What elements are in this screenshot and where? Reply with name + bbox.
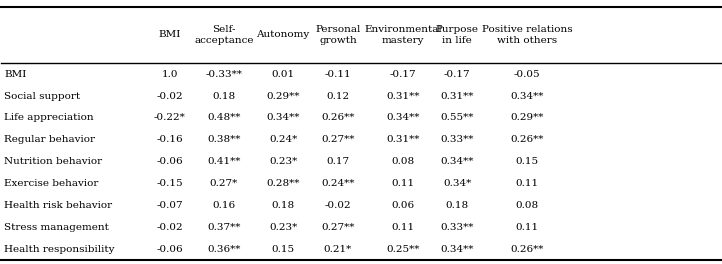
Text: -0.22*: -0.22* <box>154 114 186 122</box>
Text: 0.08: 0.08 <box>391 157 414 166</box>
Text: 0.16: 0.16 <box>212 201 235 210</box>
Text: -0.17: -0.17 <box>444 70 470 79</box>
Text: -0.06: -0.06 <box>157 245 183 254</box>
Text: 0.36**: 0.36** <box>207 245 240 254</box>
Text: 0.33**: 0.33** <box>440 135 474 144</box>
Text: -0.02: -0.02 <box>157 223 183 232</box>
Text: 0.34*: 0.34* <box>443 179 471 188</box>
Text: 0.15: 0.15 <box>516 157 539 166</box>
Text: 0.23*: 0.23* <box>269 157 297 166</box>
Text: -0.06: -0.06 <box>157 157 183 166</box>
Text: 0.48**: 0.48** <box>207 114 240 122</box>
Text: 0.34**: 0.34** <box>510 92 544 101</box>
Text: Social support: Social support <box>4 92 80 101</box>
Text: 0.23*: 0.23* <box>269 223 297 232</box>
Text: 0.27**: 0.27** <box>321 223 355 232</box>
Text: 0.18: 0.18 <box>212 92 235 101</box>
Text: 0.15: 0.15 <box>271 245 295 254</box>
Text: 0.28**: 0.28** <box>266 179 300 188</box>
Text: -0.02: -0.02 <box>157 92 183 101</box>
Text: -0.33**: -0.33** <box>205 70 243 79</box>
Text: 0.34**: 0.34** <box>440 157 474 166</box>
Text: 0.18: 0.18 <box>445 201 469 210</box>
Text: Purpose
in life: Purpose in life <box>435 25 479 45</box>
Text: 0.01: 0.01 <box>271 70 295 79</box>
Text: Health risk behavior: Health risk behavior <box>4 201 113 210</box>
Text: 0.34**: 0.34** <box>440 245 474 254</box>
Text: 0.33**: 0.33** <box>440 223 474 232</box>
Text: 0.34**: 0.34** <box>266 114 300 122</box>
Text: -0.07: -0.07 <box>157 201 183 210</box>
Text: 0.06: 0.06 <box>391 201 414 210</box>
Text: 0.34**: 0.34** <box>386 114 419 122</box>
Text: 0.27*: 0.27* <box>209 179 238 188</box>
Text: 0.25**: 0.25** <box>386 245 419 254</box>
Text: 0.27**: 0.27** <box>321 135 355 144</box>
Text: 0.29**: 0.29** <box>266 92 300 101</box>
Text: 0.11: 0.11 <box>516 179 539 188</box>
Text: 0.12: 0.12 <box>326 92 349 101</box>
Text: 0.24*: 0.24* <box>269 135 297 144</box>
Text: Regular behavior: Regular behavior <box>4 135 95 144</box>
Text: Personal
growth: Personal growth <box>316 25 360 45</box>
Text: 0.11: 0.11 <box>391 223 414 232</box>
Text: 0.29**: 0.29** <box>510 114 544 122</box>
Text: 0.31**: 0.31** <box>386 135 419 144</box>
Text: BMI: BMI <box>159 30 180 40</box>
Text: BMI: BMI <box>4 70 27 79</box>
Text: -0.11: -0.11 <box>325 70 351 79</box>
Text: Nutrition behavior: Nutrition behavior <box>4 157 103 166</box>
Text: -0.05: -0.05 <box>514 70 540 79</box>
Text: Stress management: Stress management <box>4 223 109 232</box>
Text: 0.55**: 0.55** <box>440 114 474 122</box>
Text: 0.37**: 0.37** <box>207 223 240 232</box>
Text: Positive relations
with others: Positive relations with others <box>482 25 573 45</box>
Text: -0.15: -0.15 <box>157 179 183 188</box>
Text: -0.02: -0.02 <box>325 201 351 210</box>
Text: 0.18: 0.18 <box>271 201 295 210</box>
Text: 0.41**: 0.41** <box>207 157 240 166</box>
Text: Autonomy: Autonomy <box>256 30 310 40</box>
Text: 0.31**: 0.31** <box>386 92 419 101</box>
Text: Health responsibility: Health responsibility <box>4 245 115 254</box>
Text: 0.17: 0.17 <box>326 157 349 166</box>
Text: 0.08: 0.08 <box>516 201 539 210</box>
Text: 0.11: 0.11 <box>391 179 414 188</box>
Text: 0.21*: 0.21* <box>323 245 352 254</box>
Text: -0.16: -0.16 <box>157 135 183 144</box>
Text: 0.24**: 0.24** <box>321 179 355 188</box>
Text: 0.38**: 0.38** <box>207 135 240 144</box>
Text: Exercise behavior: Exercise behavior <box>4 179 99 188</box>
Text: Life appreciation: Life appreciation <box>4 114 94 122</box>
Text: Environmental
mastery: Environmental mastery <box>364 25 442 45</box>
Text: 1.0: 1.0 <box>162 70 178 79</box>
Text: -0.17: -0.17 <box>390 70 416 79</box>
Text: 0.11: 0.11 <box>516 223 539 232</box>
Text: 0.26**: 0.26** <box>321 114 355 122</box>
Text: 0.31**: 0.31** <box>440 92 474 101</box>
Text: 0.26**: 0.26** <box>510 135 544 144</box>
Text: 0.26**: 0.26** <box>510 245 544 254</box>
Text: Self-
acceptance: Self- acceptance <box>194 25 253 45</box>
